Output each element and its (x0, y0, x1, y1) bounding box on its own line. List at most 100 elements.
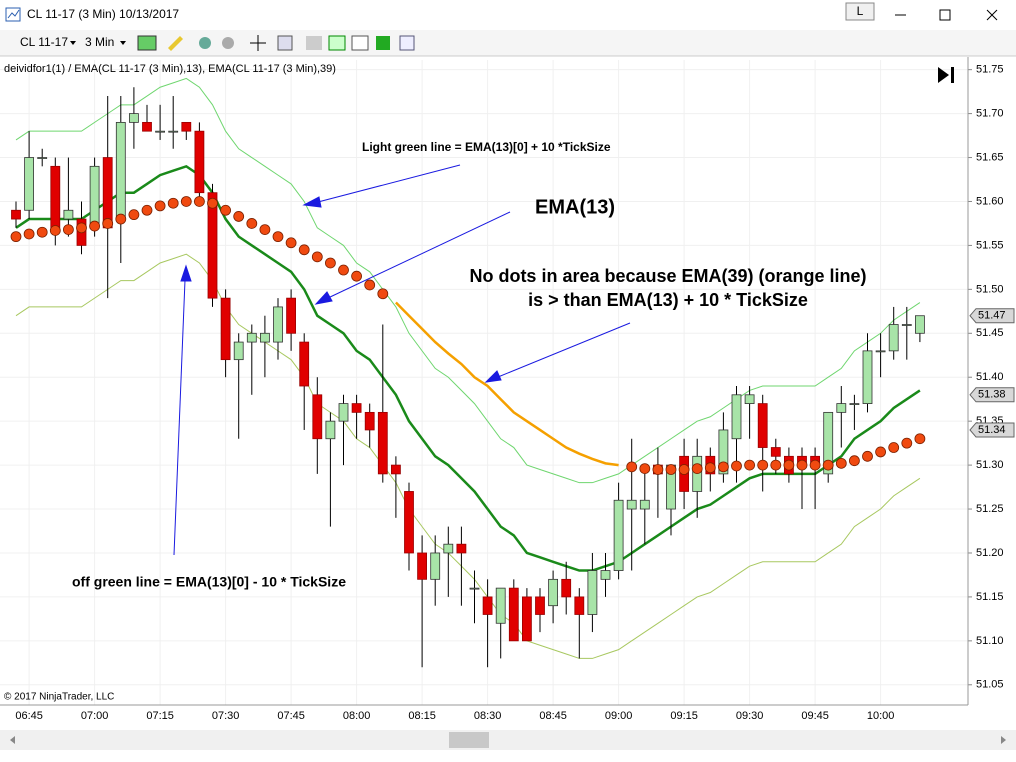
x-tick-label: 09:30 (736, 710, 764, 722)
candle-body (377, 411, 388, 475)
candle-body (430, 552, 441, 580)
scrollbar-thumb[interactable] (449, 732, 489, 748)
candle-body (482, 596, 493, 615)
y-tick-label: 51.10 (976, 635, 1004, 647)
price-marker-label: 51.34 (978, 424, 1006, 436)
candle-body (862, 350, 873, 404)
indicator-dot (639, 463, 651, 475)
indicator-dot (718, 461, 729, 473)
indicator-dot (167, 197, 179, 209)
indicator-dot (338, 264, 349, 276)
indicator-dot (324, 257, 336, 269)
x-tick-label: 08:45 (539, 710, 567, 722)
indicator-dot (901, 437, 913, 449)
indicator-dot (272, 231, 284, 243)
candle-body (338, 403, 349, 422)
window-title: CL 11-17 (3 Min) 10/13/2017 (27, 7, 179, 21)
candle-body (836, 403, 847, 413)
candle-body (181, 121, 192, 132)
indicator-dot (141, 204, 153, 216)
copyright: © 2017 NinjaTrader, LLC (4, 692, 114, 703)
toolbar (0, 30, 1016, 56)
candle-body (600, 570, 611, 580)
tool-icon[interactable] (399, 35, 415, 51)
tool-icon[interactable] (328, 35, 346, 51)
tool-icon[interactable] (376, 36, 390, 50)
candle-body (142, 121, 152, 132)
indicator-dot (757, 459, 769, 471)
y-tick-label: 51.20 (976, 547, 1004, 559)
mode-button[interactable] (845, 2, 875, 21)
x-tick-label: 07:15 (146, 710, 174, 722)
candle-body (613, 499, 624, 571)
candle-body (469, 587, 480, 590)
chart-style-icon[interactable] (137, 35, 157, 51)
tool-icon[interactable] (306, 36, 322, 50)
mode-button-label[interactable]: L (857, 4, 864, 18)
indicator-dot (298, 244, 310, 256)
candle-body (63, 209, 74, 220)
candle-body (901, 324, 912, 326)
maximize-button[interactable] (939, 9, 951, 21)
jump-to-end-button[interactable] (938, 67, 954, 83)
candle-body (417, 552, 428, 580)
candle-body (115, 121, 126, 220)
tool-icon[interactable] (351, 35, 369, 51)
arrow (173, 279, 186, 556)
candle-body (823, 411, 834, 475)
zoom-icon[interactable] (277, 35, 293, 51)
indicator-dot (102, 218, 114, 229)
indicator-dot (10, 231, 22, 243)
instrument-selector[interactable]: CL 11-17 (20, 35, 68, 49)
indicator-dot (744, 459, 755, 471)
indicator-dot (888, 442, 900, 453)
candle-body (246, 332, 257, 343)
chart-panel: 51.0551.1051.1551.2051.2551.3051.3551.40… (0, 60, 1004, 722)
indicator-dot (193, 196, 205, 207)
dropdown-arrow[interactable] (70, 41, 76, 45)
scrollbar[interactable] (0, 730, 1016, 750)
indicator-dot (704, 462, 716, 474)
indicator-dot (89, 220, 100, 232)
tool-icon[interactable] (222, 37, 234, 49)
arrow (317, 164, 461, 203)
draw-icon[interactable] (168, 36, 183, 51)
indicator-line (395, 301, 619, 467)
candle-body (286, 297, 297, 334)
arrow (327, 211, 511, 299)
x-tick-label: 06:45 (15, 710, 43, 722)
arrow-head (484, 370, 502, 383)
tool-icon[interactable] (199, 37, 211, 49)
candle-body (456, 543, 467, 554)
indicator-dot (207, 197, 218, 209)
close-button[interactable] (986, 9, 998, 21)
candle-body (207, 192, 218, 299)
crosshair-icon[interactable] (250, 35, 266, 51)
candle-body (11, 209, 21, 220)
price-marker-label: 51.47 (978, 310, 1006, 322)
x-tick-label: 09:45 (801, 710, 829, 722)
x-tick-label: 08:00 (343, 710, 371, 722)
candle-body (351, 403, 362, 413)
indicator-dot (783, 459, 795, 471)
x-tick-label: 08:15 (408, 710, 436, 722)
candle-body (50, 165, 61, 229)
indicator-dot (770, 459, 782, 471)
indicator-dot (23, 228, 35, 240)
candle-body (220, 297, 231, 361)
interval-selector[interactable]: 3 Min (85, 35, 114, 49)
indicator-dot (220, 204, 232, 216)
indicator-dot (115, 213, 127, 225)
candle-body (770, 447, 781, 457)
app-icon-line (7, 9, 20, 19)
y-tick-label: 51.25 (976, 503, 1004, 515)
indicator-dot (796, 459, 808, 471)
indicator-dot (364, 279, 376, 291)
y-tick-label: 51.60 (976, 195, 1004, 207)
candle-body (312, 394, 323, 440)
dropdown-arrow[interactable] (120, 41, 126, 45)
candle-body (168, 130, 179, 133)
toolbar-icons[interactable] (137, 35, 415, 51)
x-tick-label: 07:00 (81, 710, 109, 722)
candle-body (495, 587, 506, 624)
